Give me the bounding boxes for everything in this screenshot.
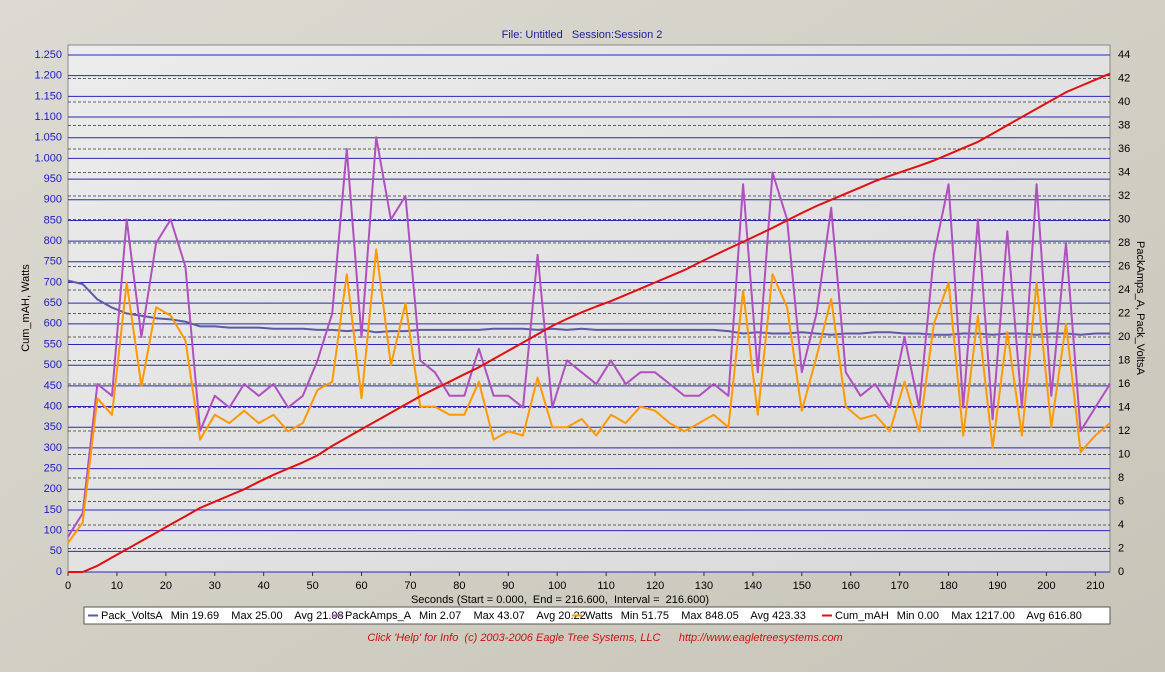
legend-label: PackAmps_A <box>345 610 412 622</box>
x-tick-label: 130 <box>695 580 713 592</box>
y-tick-label: 650 <box>44 297 62 309</box>
x-tick-label: 40 <box>258 580 270 592</box>
y2-tick-label: 42 <box>1118 72 1130 84</box>
y-tick-label: 950 <box>44 173 62 185</box>
x-tick-label: 170 <box>890 580 908 592</box>
y-axis-label: Cum_mAH, Watts <box>20 264 32 352</box>
y-tick-label: 900 <box>44 194 62 206</box>
x-tick-label: 10 <box>111 580 123 592</box>
y-tick-label: 1.200 <box>34 70 62 82</box>
y-tick-label: 750 <box>44 256 62 268</box>
footer: Click 'Help' for Info (c) 2003-2006 Eagl… <box>367 632 842 644</box>
y-tick-label: 100 <box>44 525 62 537</box>
y2-tick-label: 44 <box>1118 49 1130 61</box>
y2-tick-label: 18 <box>1118 354 1130 366</box>
x-tick-label: 50 <box>306 580 318 592</box>
series-line <box>67 248 1111 544</box>
x-tick-label: 100 <box>548 580 566 592</box>
y2-tick-label: 8 <box>1118 472 1124 484</box>
x-tick-label: 180 <box>939 580 957 592</box>
legend-stats: Min 2.07 Max 43.07 Avg 20.22 <box>419 610 586 622</box>
y-tick-label: 450 <box>44 380 62 392</box>
legend-stats: Min 19.69 Max 25.00 Avg 21.08 <box>171 610 344 622</box>
legend-stats: Min 0.00 Max 1217.00 Avg 616.80 <box>897 610 1082 622</box>
series-line <box>67 279 1110 336</box>
legend-label: Cum_mAH <box>835 610 889 622</box>
y-tick-label: 550 <box>44 338 62 350</box>
y2-tick-label: 16 <box>1118 378 1130 390</box>
y2-tick-label: 26 <box>1118 260 1130 272</box>
y2-tick-label: 36 <box>1118 143 1130 155</box>
x-tick-label: 190 <box>988 580 1006 592</box>
y2-tick-label: 34 <box>1118 166 1130 178</box>
series-line <box>67 136 1111 538</box>
x-tick-label: 80 <box>453 580 465 592</box>
x-tick-label: 110 <box>597 580 615 592</box>
x-tick-label: 20 <box>160 580 172 592</box>
x-tick-label: 90 <box>502 580 514 592</box>
y2-tick-label: 10 <box>1118 448 1130 460</box>
y2-tick-label: 14 <box>1118 401 1130 413</box>
y-tick-label: 200 <box>44 483 62 495</box>
y-tick-label: 600 <box>44 318 62 330</box>
y2-tick-label: 22 <box>1118 307 1130 319</box>
y-tick-label: 800 <box>44 235 62 247</box>
y-tick-label: 1.250 <box>34 49 62 61</box>
y2-tick-label: 40 <box>1118 96 1130 108</box>
x-tick-label: 200 <box>1037 580 1055 592</box>
x-tick-label: 140 <box>744 580 762 592</box>
y-tick-label: 1.000 <box>34 152 62 164</box>
y-tick-label: 400 <box>44 400 62 412</box>
legend <box>83 606 1111 625</box>
y2-tick-label: 30 <box>1118 213 1130 225</box>
legend-label: Pack_VoltsA <box>101 610 163 622</box>
y-tick-label: 300 <box>44 442 62 454</box>
x-tick-label: 160 <box>842 580 860 592</box>
y2-tick-label: 32 <box>1118 190 1130 202</box>
x-tick-label: 60 <box>355 580 367 592</box>
y-tick-label: 150 <box>44 504 62 516</box>
y2-axis-label: PackAmps_A, Pack_VoltsA <box>1134 241 1146 376</box>
y2-tick-label: 2 <box>1118 542 1124 554</box>
y2-tick-label: 20 <box>1118 331 1130 343</box>
y-tick-label: 50 <box>50 545 62 557</box>
y-tick-label: 1.100 <box>34 111 62 123</box>
series-line <box>68 72 1111 573</box>
x-tick-label: 0 <box>65 580 71 592</box>
y-tick-label: 850 <box>44 214 62 226</box>
x-axis-label: Seconds (Start = 0.000, End = 216.600, I… <box>411 594 709 606</box>
y2-tick-label: 6 <box>1118 495 1124 507</box>
y2-tick-label: 12 <box>1118 425 1130 437</box>
y-tick-label: 500 <box>44 359 62 371</box>
y-tick-label: 350 <box>44 421 62 433</box>
y2-tick-label: 28 <box>1118 237 1130 249</box>
y2-tick-label: 38 <box>1118 119 1130 131</box>
legend-label: Watts <box>585 610 613 622</box>
y-tick-label: 250 <box>44 463 62 475</box>
y-tick-label: 1.050 <box>34 132 62 144</box>
x-tick-label: 30 <box>209 580 221 592</box>
y-tick-label: 1.150 <box>34 90 62 102</box>
y-tick-label: 0 <box>56 566 62 578</box>
x-tick-label: 210 <box>1086 580 1104 592</box>
y-tick-label: 700 <box>44 276 62 288</box>
y2-tick-label: 0 <box>1118 566 1124 578</box>
chart-title: File: Untitled Session:Session 2 <box>502 29 663 41</box>
y2-tick-label: 24 <box>1118 284 1130 296</box>
x-tick-label: 150 <box>793 580 811 592</box>
legend-stats: Min 51.75 Max 848.05 Avg 423.33 <box>621 610 806 622</box>
y2-tick-label: 4 <box>1118 519 1124 531</box>
x-tick-label: 70 <box>404 580 416 592</box>
x-tick-label: 120 <box>646 580 664 592</box>
